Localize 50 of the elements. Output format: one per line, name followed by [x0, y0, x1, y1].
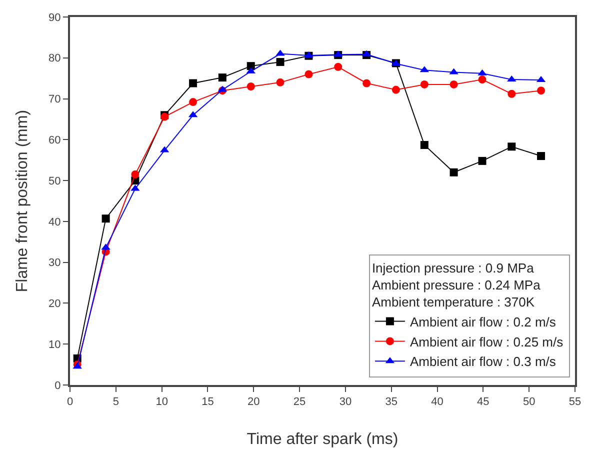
point	[420, 140, 428, 149]
y-tick-label: 80	[48, 52, 61, 65]
point	[537, 86, 546, 95]
point	[304, 70, 313, 78]
x-axis-title: Time after spark (ms)	[246, 431, 398, 448]
y-tick-label: 70	[48, 94, 61, 106]
point	[131, 170, 140, 178]
point	[537, 152, 546, 160]
y-axis-title: Flame front position (mm)	[14, 110, 31, 292]
y-tick-label: 20	[48, 298, 61, 310]
point	[450, 80, 458, 88]
x-tick-label: 25	[293, 396, 306, 408]
x-tick-label: 20	[248, 396, 260, 408]
y-tick-label: 30	[48, 257, 61, 270]
y-tick-label: 0	[54, 380, 61, 392]
legend-title: Injection pressure : 0.9 MPa Ambient pressure : 0.24 MPa Ambient temperature : 370K	[372, 260, 542, 310]
point	[450, 168, 458, 176]
legend-label: Ambient air flow : 0.25 m/s	[410, 334, 564, 350]
y-tick-label: 50	[48, 175, 61, 188]
point	[508, 90, 516, 98]
point	[218, 74, 226, 82]
point	[478, 76, 486, 84]
point	[276, 78, 284, 86]
point	[508, 142, 516, 151]
y-tick-label: 40	[48, 216, 61, 228]
point	[189, 79, 198, 88]
x-tick-label: 15	[202, 396, 214, 408]
x-tick-label: 0	[66, 396, 74, 408]
legend-label: Ambient air flow : 0.2 m/s	[410, 314, 556, 330]
point	[392, 86, 400, 94]
x-tick-label: 30	[339, 396, 352, 408]
x-tick-label: 10	[156, 396, 168, 408]
x-tick-label: 5	[112, 396, 119, 408]
y-tick-label: 90	[48, 12, 61, 24]
point	[478, 156, 486, 165]
x-tick-label: 55	[568, 396, 582, 408]
point	[102, 214, 110, 223]
x-tick-label: 50	[522, 396, 536, 408]
point	[276, 58, 284, 66]
point	[246, 82, 255, 91]
x-tick-label: 45	[477, 396, 490, 408]
y-tick-label: 60	[48, 134, 61, 147]
legend-label: Ambient air flow : 0.3 m/s	[410, 354, 556, 370]
x-tick-label: 35	[385, 396, 398, 408]
point	[362, 79, 371, 88]
point	[189, 98, 198, 106]
x-tick-label: 40	[431, 396, 444, 408]
y-tick-label: 10	[48, 338, 61, 351]
point	[420, 80, 428, 88]
point	[334, 62, 342, 71]
